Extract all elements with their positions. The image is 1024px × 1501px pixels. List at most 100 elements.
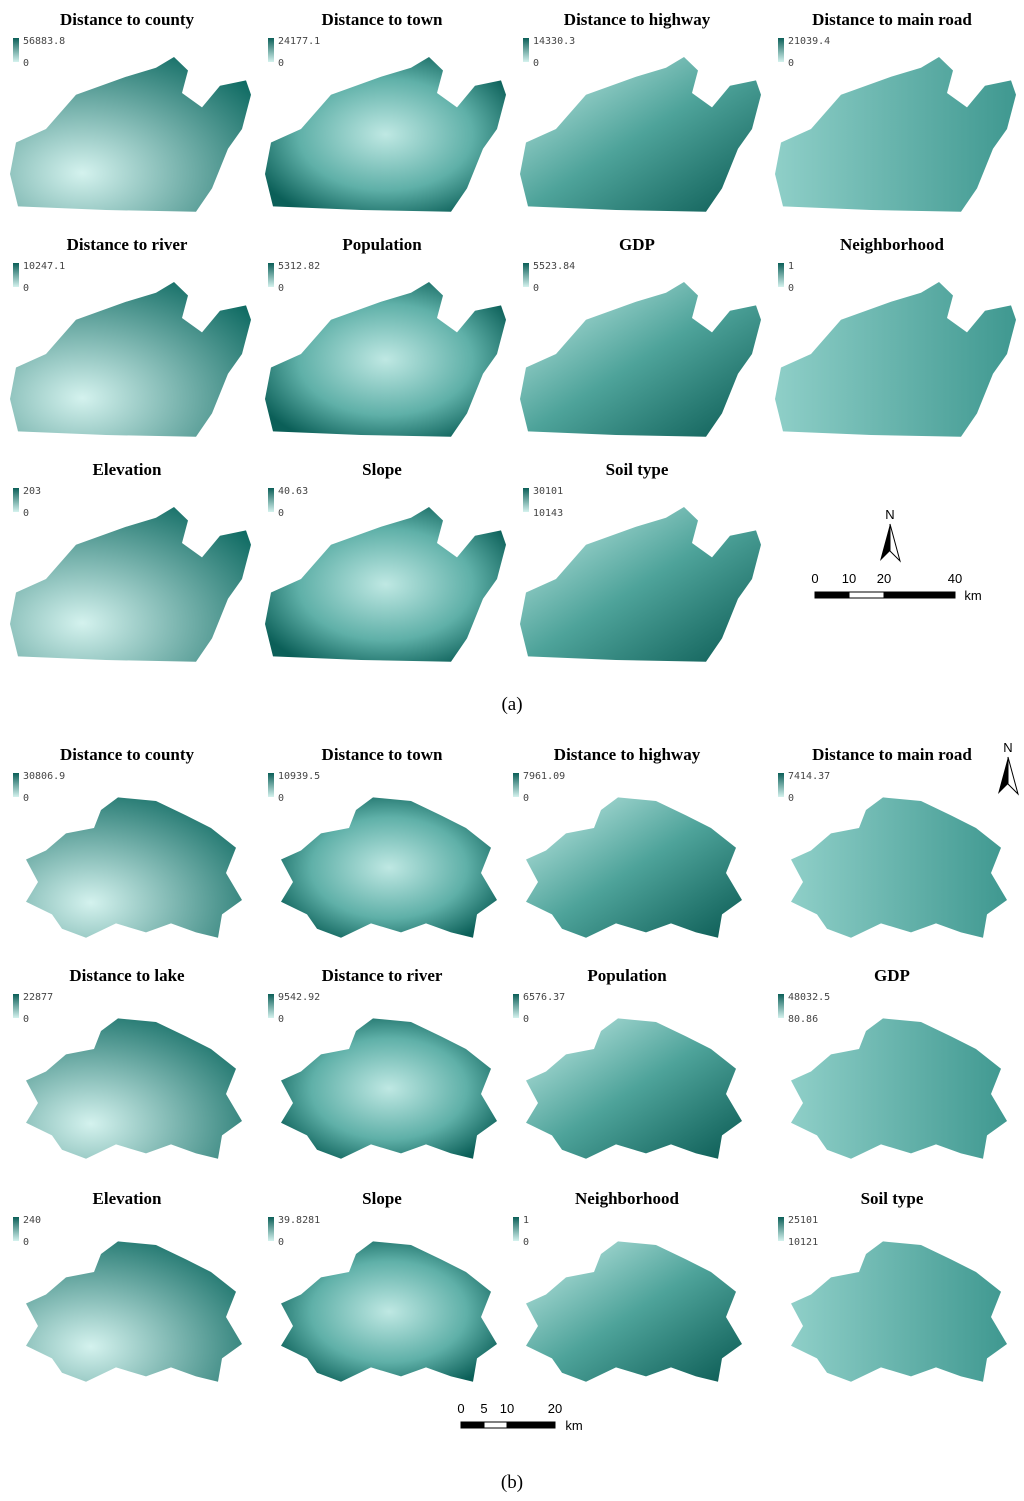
map-title: Distance to county	[60, 745, 195, 764]
legend-bar	[523, 38, 529, 62]
map-panel: Slope 40.63 0	[265, 460, 506, 662]
caption: (b)	[501, 1472, 523, 1493]
map-title: Population	[342, 235, 422, 254]
scale-label: 0	[811, 571, 818, 586]
map-panel: GDP 5523.84 0	[520, 235, 761, 437]
map-region	[791, 1241, 1007, 1382]
legend-min: 10121	[788, 1237, 818, 1248]
legend-min: 0	[278, 793, 284, 804]
map-region	[26, 1018, 242, 1159]
scale-label: 0	[457, 1401, 464, 1416]
legend-bar	[13, 994, 19, 1018]
legend-max: 30806.9	[23, 771, 65, 782]
legend-max: 40.63	[278, 486, 308, 497]
legend-min: 0	[278, 58, 284, 69]
scale-unit: km	[565, 1418, 582, 1433]
scale-bar	[506, 1421, 556, 1429]
legend-bar	[268, 38, 274, 62]
map-panel: Soil type 30101 10143	[520, 460, 761, 662]
legend-min: 0	[23, 1237, 29, 1248]
legend-max: 203	[23, 486, 41, 497]
legend-bar	[778, 994, 784, 1018]
map-panel: Soil type 25101 10121	[778, 1189, 1007, 1382]
scale-bar	[814, 591, 850, 599]
legend-bar	[778, 773, 784, 797]
legend-max: 56883.8	[23, 36, 65, 47]
caption: (a)	[501, 694, 522, 715]
scale-label: 20	[877, 571, 891, 586]
map-title: Distance to main road	[812, 745, 972, 764]
map-panel: Neighborhood 1 0	[513, 1189, 742, 1382]
legend-max: 1	[523, 1215, 529, 1226]
legend-min: 0	[23, 1014, 29, 1025]
legend-bar	[778, 263, 784, 287]
map-title: Distance to main road	[812, 10, 972, 29]
legend-min: 0	[278, 283, 284, 294]
scale-label: 20	[548, 1401, 562, 1416]
map-region	[281, 797, 497, 938]
legend-max: 6576.37	[523, 992, 565, 1003]
legend-bar	[13, 773, 19, 797]
legend-max: 10247.1	[23, 261, 65, 272]
legend-bar	[268, 1217, 274, 1241]
map-panel: Slope 39.8281 0	[268, 1189, 497, 1382]
scale-label: 40	[948, 571, 962, 586]
legend-bar	[268, 773, 274, 797]
map-panel: Population 5312.82 0	[265, 235, 506, 437]
legend-min: 0	[278, 508, 284, 519]
legend-min: 0	[23, 508, 29, 519]
map-region	[520, 57, 761, 212]
legend-max: 14330.3	[533, 36, 575, 47]
legend-bar	[513, 1217, 519, 1241]
legend-min: 0	[23, 793, 29, 804]
map-title: Distance to river	[322, 966, 443, 985]
map-title: Slope	[362, 460, 402, 479]
north-arrow	[889, 523, 901, 563]
map-title: Neighborhood	[575, 1189, 679, 1208]
map-region	[520, 282, 761, 437]
map-region	[265, 57, 506, 212]
map-panel: Population 6576.37 0	[513, 966, 742, 1159]
legend-max: 30101	[533, 486, 563, 497]
legend-bar	[523, 263, 529, 287]
map-panel: Distance to main road 21039.4 0	[775, 10, 1016, 212]
scale-label: 5	[480, 1401, 487, 1416]
map-panel: GDP 48032.5 80.86	[778, 966, 1007, 1159]
legend-min: 0	[523, 1014, 529, 1025]
legend-max: 24177.1	[278, 36, 320, 47]
map-region	[526, 1241, 742, 1382]
scale-bar	[483, 1421, 508, 1429]
map-region	[26, 797, 242, 938]
legend-min: 10143	[533, 508, 563, 519]
north-arrow	[880, 524, 890, 561]
map-region	[791, 1018, 1007, 1159]
map-panel: Distance to highway 14330.3 0	[520, 10, 761, 212]
map-title: Elevation	[93, 460, 162, 479]
map-region	[265, 507, 506, 662]
map-title: Distance to river	[67, 235, 188, 254]
map-title: Distance to county	[60, 10, 195, 29]
map-region	[265, 282, 506, 437]
legend-bar	[778, 38, 784, 62]
legend-max: 39.8281	[278, 1215, 320, 1226]
legend-bar	[13, 263, 19, 287]
legend-bar	[13, 1217, 19, 1241]
map-title: Neighborhood	[840, 235, 944, 254]
legend-max: 1	[788, 261, 794, 272]
legend-max: 7961.09	[523, 771, 565, 782]
map-title: Distance to highway	[554, 745, 701, 764]
map-panel: Elevation 203 0	[10, 460, 251, 662]
map-region	[791, 797, 1007, 938]
map-region	[10, 57, 251, 212]
legend-max: 240	[23, 1215, 41, 1226]
map-title: Population	[587, 966, 667, 985]
map-title: Soil type	[606, 460, 669, 479]
map-title: Distance to lake	[69, 966, 185, 985]
map-region	[26, 1241, 242, 1382]
map-title: Distance to town	[322, 745, 443, 764]
map-panel: Distance to lake 22877 0	[13, 966, 242, 1159]
